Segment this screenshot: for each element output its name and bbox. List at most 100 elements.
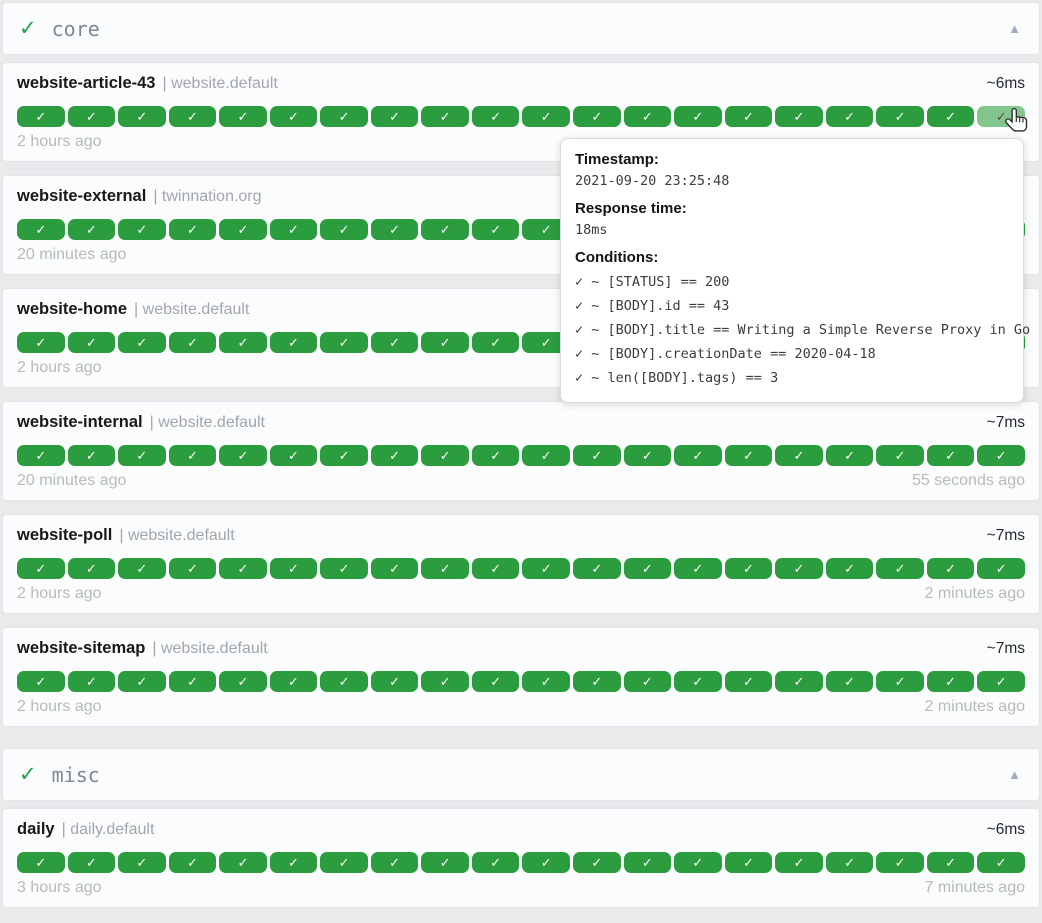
- status-badge[interactable]: ✓: [674, 106, 722, 127]
- status-badge[interactable]: ✓: [219, 558, 267, 579]
- status-badge[interactable]: ✓: [219, 219, 267, 240]
- status-badge[interactable]: ✓: [674, 445, 722, 466]
- status-badge[interactable]: ✓: [471, 445, 520, 466]
- status-badge[interactable]: ✓: [168, 558, 217, 579]
- status-badge[interactable]: ✓: [17, 671, 65, 692]
- status-badge[interactable]: ✓: [623, 445, 672, 466]
- status-badge[interactable]: ✓: [370, 219, 419, 240]
- status-badge[interactable]: ✓: [370, 671, 419, 692]
- status-badge[interactable]: ✓: [320, 445, 368, 466]
- status-badge[interactable]: ✓: [573, 671, 621, 692]
- status-badge[interactable]: ✓: [269, 219, 318, 240]
- status-badge[interactable]: ✓: [825, 671, 874, 692]
- status-badge[interactable]: ✓: [926, 671, 975, 692]
- status-badge[interactable]: ✓: [674, 558, 722, 579]
- collapse-icon[interactable]: ▲: [1008, 21, 1021, 36]
- status-badge[interactable]: ✓: [421, 852, 469, 873]
- status-badge[interactable]: ✓: [674, 852, 722, 873]
- status-badge[interactable]: ✓: [118, 106, 166, 127]
- status-badge[interactable]: ✓: [876, 106, 924, 127]
- status-badge[interactable]: ✓: [67, 106, 116, 127]
- status-badge[interactable]: ✓: [926, 852, 975, 873]
- status-badge[interactable]: ✓: [573, 106, 621, 127]
- status-badge[interactable]: ✓: [522, 445, 571, 466]
- status-badge[interactable]: ✓: [825, 445, 874, 466]
- status-badge[interactable]: ✓: [522, 852, 571, 873]
- status-badge[interactable]: ✓: [320, 558, 368, 579]
- status-badge[interactable]: ✓: [168, 219, 217, 240]
- status-badge[interactable]: ✓: [67, 219, 116, 240]
- status-badge[interactable]: ✓: [370, 106, 419, 127]
- status-badge[interactable]: ✓: [219, 852, 267, 873]
- status-badge[interactable]: ✓: [724, 106, 773, 127]
- status-badge[interactable]: ✓: [876, 445, 924, 466]
- status-badge[interactable]: ✓: [825, 106, 874, 127]
- status-badge[interactable]: ✓: [421, 219, 469, 240]
- status-badge[interactable]: ✓: [623, 671, 672, 692]
- status-badge[interactable]: ✓: [67, 332, 116, 353]
- status-badge[interactable]: ✓: [522, 558, 571, 579]
- status-badge[interactable]: ✓: [522, 219, 571, 240]
- status-badge[interactable]: ✓: [674, 671, 722, 692]
- status-badge[interactable]: ✓: [168, 671, 217, 692]
- status-badge[interactable]: ✓: [421, 445, 469, 466]
- status-badge[interactable]: ✓: [775, 445, 823, 466]
- group-header[interactable]: ✓ misc ▲: [2, 748, 1040, 801]
- status-badge[interactable]: ✓: [269, 671, 318, 692]
- status-badge[interactable]: ✓: [168, 445, 217, 466]
- status-badge[interactable]: ✓: [17, 558, 65, 579]
- status-badge[interactable]: ✓: [573, 558, 621, 579]
- status-badge[interactable]: ✓: [977, 671, 1025, 692]
- status-badge[interactable]: ✓: [471, 106, 520, 127]
- status-badge[interactable]: ✓: [623, 852, 672, 873]
- status-badge[interactable]: ✓: [724, 558, 773, 579]
- status-badge[interactable]: ✓: [168, 106, 217, 127]
- status-badge[interactable]: ✓: [168, 332, 217, 353]
- status-badge[interactable]: ✓: [623, 106, 672, 127]
- status-badge[interactable]: ✓: [219, 332, 267, 353]
- status-badge[interactable]: ✓: [573, 445, 621, 466]
- group-header[interactable]: ✓ core ▲: [2, 2, 1040, 55]
- status-badge[interactable]: ✓: [471, 671, 520, 692]
- status-badge[interactable]: ✓: [67, 671, 116, 692]
- status-badge[interactable]: ✓: [67, 445, 116, 466]
- status-badge[interactable]: ✓: [421, 332, 469, 353]
- status-badge[interactable]: ✓: [825, 852, 874, 873]
- status-badge[interactable]: ✓: [118, 852, 166, 873]
- status-badge[interactable]: ✓: [118, 219, 166, 240]
- status-badge[interactable]: ✓: [573, 852, 621, 873]
- status-badge[interactable]: ✓: [118, 445, 166, 466]
- status-badge[interactable]: ✓: [269, 558, 318, 579]
- status-badge[interactable]: ✓: [320, 219, 368, 240]
- status-badge[interactable]: ✓: [17, 219, 65, 240]
- status-badge[interactable]: ✓: [269, 852, 318, 873]
- status-badge[interactable]: ✓: [320, 852, 368, 873]
- status-badge[interactable]: ✓: [522, 106, 571, 127]
- status-badge[interactable]: ✓: [623, 558, 672, 579]
- status-badge[interactable]: ✓: [471, 332, 520, 353]
- status-badge[interactable]: ✓: [17, 332, 65, 353]
- status-badge[interactable]: ✓: [775, 106, 823, 127]
- status-badge[interactable]: ✓: [269, 445, 318, 466]
- status-badge[interactable]: ✓: [219, 445, 267, 466]
- status-badge[interactable]: ✓: [118, 332, 166, 353]
- status-badge[interactable]: ✓: [775, 558, 823, 579]
- status-badge[interactable]: ✓: [724, 445, 773, 466]
- status-badge[interactable]: ✓: [320, 106, 368, 127]
- status-badge[interactable]: ✓: [370, 332, 419, 353]
- status-badge[interactable]: ✓: [471, 558, 520, 579]
- status-badge[interactable]: ✓: [370, 852, 419, 873]
- status-badge[interactable]: ✓: [269, 332, 318, 353]
- collapse-icon[interactable]: ▲: [1008, 767, 1021, 782]
- status-badge[interactable]: ✓: [977, 106, 1025, 127]
- status-badge[interactable]: ✓: [977, 445, 1025, 466]
- status-badge[interactable]: ✓: [17, 445, 65, 466]
- status-badge[interactable]: ✓: [977, 852, 1025, 873]
- status-badge[interactable]: ✓: [421, 106, 469, 127]
- status-badge[interactable]: ✓: [926, 558, 975, 579]
- status-badge[interactable]: ✓: [118, 671, 166, 692]
- status-badge[interactable]: ✓: [17, 852, 65, 873]
- status-badge[interactable]: ✓: [421, 558, 469, 579]
- status-badge[interactable]: ✓: [876, 852, 924, 873]
- status-badge[interactable]: ✓: [926, 445, 975, 466]
